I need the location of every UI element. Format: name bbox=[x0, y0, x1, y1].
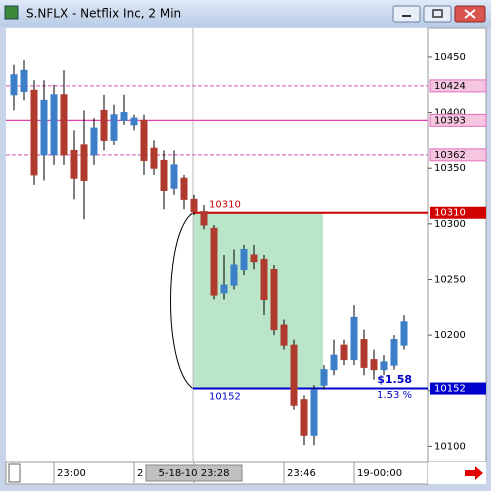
price-axis bbox=[427, 27, 487, 463]
candle-body bbox=[330, 354, 338, 371]
level-label: 10152 bbox=[434, 384, 466, 395]
candle-body bbox=[40, 99, 48, 156]
y-tick-label: 10250 bbox=[434, 274, 466, 285]
x-tick-label: 19-00:00 bbox=[357, 468, 402, 479]
candle-body bbox=[400, 321, 408, 346]
scroll-thumb[interactable] bbox=[8, 463, 21, 483]
candle-body bbox=[60, 94, 68, 156]
window-title: S.NFLX - Netflix Inc, 2 Min bbox=[26, 7, 181, 21]
level-annotation: 10310 bbox=[209, 200, 241, 211]
candle-body bbox=[320, 369, 328, 386]
candle-body bbox=[270, 268, 278, 331]
y-tick-label: 10350 bbox=[434, 163, 466, 174]
candle-body bbox=[140, 119, 148, 161]
candle-body bbox=[50, 94, 58, 156]
level-label-box bbox=[429, 113, 487, 127]
candle-body bbox=[280, 324, 288, 346]
candle-body bbox=[160, 159, 168, 191]
candle-body bbox=[350, 316, 358, 361]
candle-body bbox=[180, 177, 188, 200]
change-annotation: $1.58 bbox=[377, 373, 412, 386]
range-bracket bbox=[170, 212, 194, 389]
candle-body bbox=[210, 227, 218, 296]
candle-body bbox=[70, 149, 78, 179]
candle-body bbox=[80, 144, 88, 181]
plot: 1010010150102001025010300103501040010450… bbox=[6, 28, 487, 483]
y-tick-label: 10300 bbox=[434, 219, 466, 230]
candle-body bbox=[360, 339, 368, 368]
candle-body bbox=[310, 389, 318, 436]
candle-body bbox=[130, 117, 138, 126]
level-label-box bbox=[429, 79, 487, 93]
candle-body bbox=[170, 164, 178, 189]
candle-body bbox=[120, 112, 128, 121]
level-label-box bbox=[430, 206, 486, 219]
close-icon bbox=[464, 9, 476, 19]
crosshair-time: 5-18-10 23:28 bbox=[158, 468, 229, 479]
candle-body bbox=[370, 359, 378, 371]
candle-body bbox=[240, 248, 248, 270]
window-buttons[interactable] bbox=[392, 5, 486, 23]
level-annotation: 10152 bbox=[209, 392, 241, 403]
candle-body bbox=[300, 399, 308, 436]
x-tick-label: 2 bbox=[137, 468, 143, 479]
candle-body bbox=[10, 74, 18, 96]
candle-body bbox=[230, 264, 238, 286]
x-tick-label: 23:00 bbox=[57, 468, 86, 479]
maximize-button[interactable] bbox=[423, 5, 452, 23]
candle-body bbox=[290, 344, 298, 406]
candle-body bbox=[200, 211, 208, 226]
percent-annotation: 1.53 % bbox=[377, 390, 412, 401]
y-tick-label: 10200 bbox=[434, 330, 466, 341]
candle-body bbox=[20, 69, 28, 92]
candle-body bbox=[90, 127, 98, 156]
level-label-box bbox=[430, 382, 486, 395]
candle-body bbox=[250, 254, 258, 263]
level-label: 10393 bbox=[434, 115, 466, 126]
level-label: 10424 bbox=[434, 81, 466, 92]
candle-body bbox=[150, 147, 158, 169]
minimize-icon bbox=[402, 15, 411, 17]
candle-body bbox=[220, 284, 228, 294]
app-icon bbox=[4, 5, 19, 20]
candle-body bbox=[100, 109, 108, 141]
y-tick-label: 10450 bbox=[434, 52, 466, 63]
level-label: 10362 bbox=[434, 150, 466, 161]
maximize-icon bbox=[432, 9, 443, 18]
corner bbox=[428, 462, 486, 484]
candle-body bbox=[30, 89, 38, 176]
candle-body bbox=[110, 114, 118, 141]
crosshair-time-box bbox=[145, 464, 243, 482]
candle-body bbox=[380, 361, 388, 371]
level-label-box bbox=[429, 148, 487, 162]
minimize-button[interactable] bbox=[392, 5, 421, 23]
candle-body bbox=[260, 258, 268, 301]
y-tick-label: 10400 bbox=[434, 108, 466, 119]
candle-body bbox=[390, 339, 398, 366]
candle-body bbox=[190, 198, 198, 213]
candle-body bbox=[340, 344, 348, 361]
x-tick-label: 23:46 bbox=[287, 468, 316, 479]
y-tick-label: 10100 bbox=[434, 441, 466, 452]
scroll-arrow[interactable] bbox=[465, 466, 483, 480]
level-label: 10310 bbox=[434, 208, 466, 219]
